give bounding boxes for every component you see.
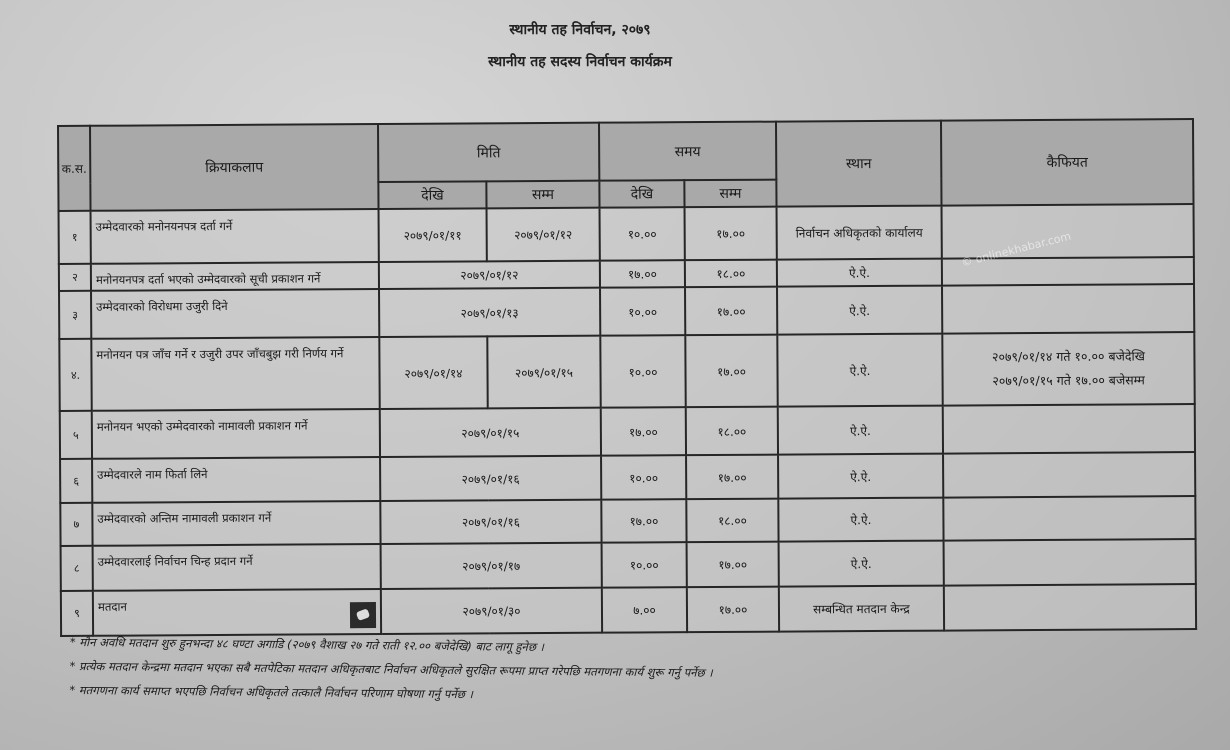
header-activity: क्रियाकलाप [90, 124, 379, 211]
serial-number: ३ [59, 290, 92, 339]
remarks-line: २०७९/०१/१४ गते १०.०० बजेदेखि [991, 348, 1145, 365]
header-time: समय [598, 121, 777, 181]
time-from: १०.०० [600, 335, 686, 408]
document-subtitle: स्थानीय तह सदस्य निर्वाचन कार्यक्रम [488, 54, 672, 70]
remarks [941, 284, 1195, 334]
table-row: ५ मनोनयन भएको उम्मेदवारको नामावली प्रकाशन… [59, 404, 1196, 459]
activity-cell: उम्मेदवारको मनोनयनपत्र दर्ता गर्ने [90, 209, 379, 264]
activity-cell: मनोनयनपत्र दर्ता भएको उम्मेदवारको सूची प… [90, 262, 380, 291]
activity-text: उम्मेदवारको मनोनयनपत्र दर्ता गर्ने [95, 218, 233, 234]
remarks: २०७९/०१/१४ गते १०.०० बजेदेखि २०७९/०१/१५ ग… [942, 332, 1195, 406]
place: ऐ.ऐ. [778, 540, 944, 587]
header-date-from: देखि [378, 181, 487, 210]
date: २०७९/०१/१५ [379, 407, 602, 458]
place: ऐ.ऐ. [777, 405, 944, 455]
ballot-icon [349, 602, 377, 629]
document-title: स्थानीय तह निर्वाचन, २०७९ [509, 22, 651, 38]
remarks [943, 584, 1197, 631]
activity-cell: उम्मेदवारको अन्तिम नामावली प्रकाशन गर्ने [92, 501, 381, 546]
serial-number: ६ [60, 458, 93, 503]
serial-number: ८ [60, 545, 93, 591]
header-time-to: सम्म [684, 179, 777, 208]
serial-number: ४. [59, 338, 92, 411]
date: २०७९/०१/१७ [380, 542, 602, 590]
date-to: २०७९/०१/१५ [487, 335, 601, 409]
footnotes: * मौन अवधि मतदान शुरु हुनभन्दा ४८ घण्टा … [69, 630, 713, 709]
serial-number: १ [58, 210, 91, 264]
place: ऐ.ऐ. [778, 453, 944, 499]
time-from: १७.०० [600, 407, 687, 456]
date: २०७९/०१/३० [380, 587, 603, 635]
place: ऐ.ऐ. [777, 285, 943, 335]
place: ऐ.ऐ. [777, 333, 943, 407]
date-to: २०७९/०१/१२ [486, 207, 600, 262]
remarks [942, 404, 1196, 454]
date: २०७९/०१/१६ [380, 499, 602, 545]
time-to: १८.०० [685, 406, 779, 456]
remarks-line: २०७९/०१/१५ गते १७.०० बजेसम्म [992, 372, 1145, 389]
activity-cell: मनोनयन पत्र जाँच गर्ने र उजुरी उपर जाँचब… [91, 337, 380, 411]
activity-cell: उम्मेदवारको विरोधमा उजुरी दिने [91, 289, 380, 339]
table-row: ९ मतदान २०७९/०१/३० ७.०० १७.०० सम्बन्धित मतदान… [60, 584, 1197, 636]
place: ऐ.ऐ. [776, 258, 942, 287]
activity-text: उम्मेदवारको विरोधमा उजुरी दिने [96, 298, 228, 314]
activity-text: मनोनयन पत्र जाँच गर्ने र उजुरी उपर जाँचब… [96, 346, 344, 362]
table-row: ८ उम्मेदवारलाई निर्वाचन चिन्ह प्रदान गर्न… [60, 539, 1196, 591]
table-row: ६ उम्मेदवारले नाम फिर्ता लिने २०७९/०१/१६ १०… [60, 452, 1196, 503]
date: २०७९/०१/१६ [380, 455, 602, 502]
activity-text: मतदान [97, 599, 127, 614]
time-to: १७.०० [685, 286, 778, 336]
activity-cell: उम्मेदवारलाई निर्वाचन चिन्ह प्रदान गर्ने [92, 544, 381, 591]
activity-cell: मतदान [92, 589, 382, 636]
schedule-table: क.स. क्रियाकलाप मिति समय स्थान कैफियत दे… [57, 118, 1197, 637]
header-date: मिति [378, 122, 600, 183]
activity-text: उम्मेदवारको अन्तिम नामावली प्रकाशन गर्ने [97, 510, 272, 526]
time-to: १७.०० [686, 541, 779, 588]
table-row: ३ उम्मेदवारको विरोधमा उजुरी दिने २०७९/०१/१… [59, 284, 1195, 339]
header-place: स्थान [775, 120, 942, 207]
remarks [943, 539, 1196, 586]
serial-number: ७ [60, 502, 93, 546]
time-to: १७.०० [686, 586, 780, 633]
place: निर्वाचन अधिकृतको कार्यालय [776, 205, 942, 260]
header-remarks: कैफियत [940, 119, 1194, 206]
date: २०७९/०१/१२ [378, 260, 601, 290]
time-from: १७.०० [599, 260, 686, 288]
place: सम्बन्धित मतदान केन्द्र [778, 585, 945, 632]
header-time-from: देखि [599, 180, 685, 208]
activity-text: उम्मेदवारले नाम फिर्ता लिने [97, 467, 208, 482]
serial-number: २ [58, 263, 92, 291]
serial-number: ५ [59, 410, 93, 459]
date: २०७९/०१/१३ [379, 287, 601, 338]
remarks [943, 496, 1196, 541]
time-to: १७.०० [685, 334, 778, 408]
activity-text: उम्मेदवारलाई निर्वाचन चिन्ह प्रदान गर्ने [97, 553, 253, 569]
place: ऐ.ऐ. [778, 497, 944, 542]
header-date-to: सम्म [486, 180, 600, 209]
time-to: १८.०० [684, 259, 778, 288]
time-to: १८.०० [686, 498, 779, 543]
time-from: १०.०० [599, 207, 685, 261]
time-from: १०.०० [601, 455, 687, 500]
header-serial: क.स. [58, 125, 91, 211]
time-from: १०.०० [601, 542, 687, 588]
activity-cell: उम्मेदवारले नाम फिर्ता लिने [92, 457, 381, 503]
time-to: १७.०० [684, 206, 777, 261]
remarks [943, 452, 1196, 498]
date-from: २०७९/०१/११ [378, 208, 487, 263]
table-row: ४. मनोनयन पत्र जाँच गर्ने र उजुरी उपर जाँ… [59, 332, 1195, 411]
date-from: २०७९/०१/१४ [379, 336, 488, 410]
table-row: १ उम्मेदवारको मनोनयनपत्र दर्ता गर्ने २०७९/… [58, 204, 1194, 264]
activity-cell: मनोनयन भएको उम्मेदवारको नामावली प्रकाशन … [91, 409, 381, 459]
time-from: १०.०० [600, 287, 686, 336]
table-row: ७ उम्मेदवारको अन्तिम नामावली प्रकाशन गर्न… [60, 496, 1196, 546]
activity-text: मनोनयनपत्र दर्ता भएको उम्मेदवारको सूची प… [95, 271, 321, 287]
time-to: १७.०० [686, 454, 779, 500]
activity-text: मनोनयन भएको उम्मेदवारको नामावली प्रकाशन … [96, 418, 308, 434]
time-from: १७.०० [601, 499, 687, 543]
time-from: ७.०० [601, 587, 688, 633]
